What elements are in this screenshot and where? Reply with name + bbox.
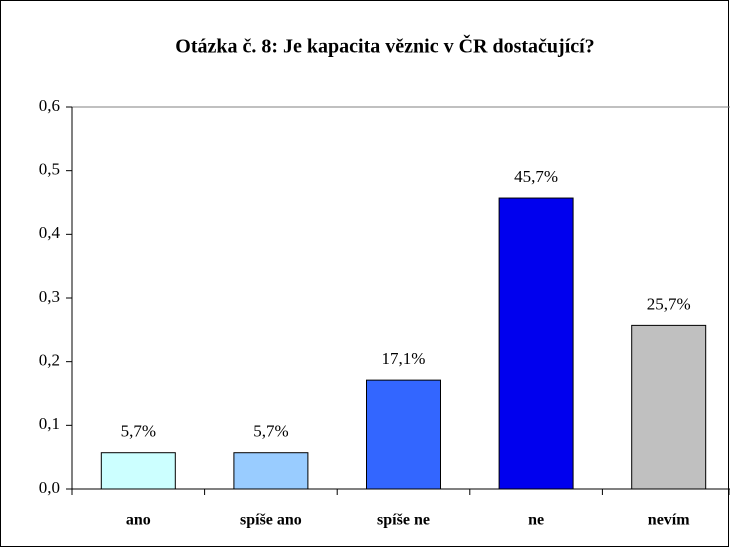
bar	[631, 324, 707, 490]
value-label: 5,7%	[253, 422, 288, 441]
x-tick-label: spíše ano	[240, 512, 302, 529]
x-tick-label: spíše ne	[377, 512, 430, 529]
bar	[498, 197, 574, 490]
x-tick-label: ano	[126, 512, 151, 529]
y-tick-label: 0,6	[39, 96, 60, 115]
x-tick-label: nevím	[648, 512, 690, 529]
y-tick-label: 0,1	[39, 414, 60, 433]
value-label: 17,1%	[382, 349, 426, 368]
bar	[100, 452, 176, 490]
bar	[366, 379, 441, 490]
y-tick-label: 0,4	[39, 223, 61, 242]
bar	[233, 452, 309, 490]
x-tick-label: ne	[528, 512, 544, 529]
y-tick-label: 0,5	[39, 160, 60, 179]
value-label: 5,7%	[121, 422, 156, 441]
value-label: 25,7%	[647, 294, 691, 313]
y-tick-label: 0,0	[39, 478, 60, 497]
y-tick-label: 0,2	[39, 351, 60, 370]
y-tick-label: 0,3	[39, 287, 60, 306]
value-label: 45,7%	[514, 167, 558, 186]
chart-title: Otázka č. 8: Je kapacita věznic v ČR dos…	[175, 34, 594, 58]
